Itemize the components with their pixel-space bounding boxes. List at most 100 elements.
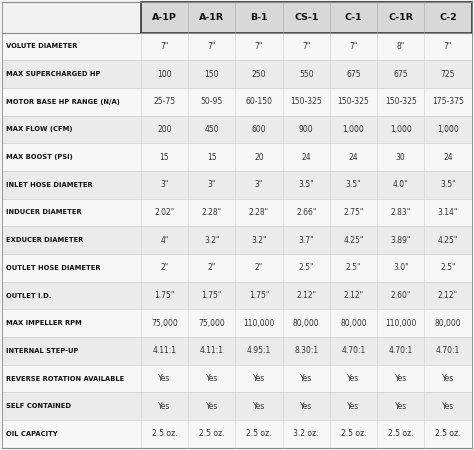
Text: 4.11:1: 4.11:1 [200, 346, 224, 356]
Text: 2.28": 2.28" [201, 208, 222, 217]
Bar [377, 143, 424, 171]
Bar [377, 116, 424, 143]
Text: 7": 7" [444, 42, 452, 51]
Bar [2, 198, 141, 226]
Bar [2, 420, 141, 448]
Bar [377, 2, 424, 32]
Text: 8": 8" [397, 42, 405, 51]
Bar [283, 364, 330, 392]
Text: 2.5": 2.5" [299, 263, 314, 272]
Bar [424, 2, 472, 32]
Bar [424, 420, 472, 448]
Bar [330, 254, 377, 282]
Bar [283, 116, 330, 143]
Text: Yes: Yes [206, 402, 218, 411]
Bar [2, 282, 141, 309]
Text: OUTLET HOSE DIAMETER: OUTLET HOSE DIAMETER [6, 265, 100, 271]
Text: OUTLET I.D.: OUTLET I.D. [6, 292, 52, 298]
Bar [283, 226, 330, 254]
Text: 4.70:1: 4.70:1 [341, 346, 365, 356]
Bar [188, 88, 235, 116]
Text: VOLUTE DIAMETER: VOLUTE DIAMETER [6, 43, 78, 50]
Bar [141, 254, 188, 282]
Bar [283, 171, 330, 198]
Bar [377, 198, 424, 226]
Text: 2.60": 2.60" [391, 291, 411, 300]
Text: 3": 3" [255, 180, 263, 189]
Text: A-1P: A-1P [152, 13, 177, 22]
Bar [377, 60, 424, 88]
Text: 24: 24 [349, 153, 358, 162]
Bar [235, 198, 283, 226]
Text: 2.02": 2.02" [155, 208, 174, 217]
Text: 2": 2" [255, 263, 263, 272]
Bar [424, 309, 472, 337]
Text: Yes: Yes [347, 374, 360, 383]
Bar [330, 60, 377, 88]
Text: B-1: B-1 [250, 13, 268, 22]
Text: 15: 15 [207, 153, 217, 162]
Text: 2.83": 2.83" [391, 208, 411, 217]
Bar [2, 171, 141, 198]
Text: 1.75": 1.75" [249, 291, 269, 300]
Text: 50-95: 50-95 [201, 97, 223, 106]
Text: C-1: C-1 [345, 13, 362, 22]
Text: MAX FLOW (CFM): MAX FLOW (CFM) [6, 126, 73, 132]
Text: REVERSE ROTATION AVAILABLE: REVERSE ROTATION AVAILABLE [6, 376, 124, 382]
Bar [2, 392, 141, 420]
Text: 2.5 oz.: 2.5 oz. [152, 429, 177, 438]
Text: 2.5 oz.: 2.5 oz. [246, 429, 272, 438]
Bar [188, 392, 235, 420]
Bar [283, 337, 330, 365]
Text: MOTOR BASE HP RANGE (N/A): MOTOR BASE HP RANGE (N/A) [6, 99, 120, 105]
Bar [141, 60, 188, 88]
Bar [141, 116, 188, 143]
Bar [235, 420, 283, 448]
Bar [235, 88, 283, 116]
Text: 4.70:1: 4.70:1 [389, 346, 413, 356]
Text: 4.95:1: 4.95:1 [247, 346, 271, 356]
Bar [188, 309, 235, 337]
Text: 24: 24 [301, 153, 311, 162]
Text: 550: 550 [299, 70, 313, 79]
Bar [2, 116, 141, 143]
Text: 2.5 oz.: 2.5 oz. [341, 429, 366, 438]
Bar [188, 364, 235, 392]
Bar [424, 143, 472, 171]
Bar [330, 198, 377, 226]
Text: 7": 7" [160, 42, 169, 51]
Text: Yes: Yes [395, 374, 407, 383]
Bar [188, 60, 235, 88]
Text: MAX IMPELLER RPM: MAX IMPELLER RPM [6, 320, 82, 326]
Bar [188, 2, 235, 32]
Bar [283, 392, 330, 420]
Bar [188, 420, 235, 448]
Bar [424, 282, 472, 309]
Bar [141, 392, 188, 420]
Bar [235, 226, 283, 254]
Text: 1,000: 1,000 [390, 125, 411, 134]
Bar [330, 143, 377, 171]
Text: 3.5": 3.5" [299, 180, 314, 189]
Bar [330, 337, 377, 365]
Text: 7": 7" [255, 42, 263, 51]
Text: 3.2 oz.: 3.2 oz. [293, 429, 319, 438]
Text: 3": 3" [208, 180, 216, 189]
Text: Yes: Yes [300, 402, 312, 411]
Text: 150-325: 150-325 [291, 97, 322, 106]
Bar [141, 364, 188, 392]
Text: 675: 675 [393, 70, 408, 79]
Text: A-1R: A-1R [199, 13, 224, 22]
Text: 100: 100 [157, 70, 172, 79]
Text: 450: 450 [204, 125, 219, 134]
Text: 2.5": 2.5" [346, 263, 361, 272]
Text: OIL CAPACITY: OIL CAPACITY [6, 431, 58, 437]
Bar [330, 309, 377, 337]
Bar [141, 309, 188, 337]
Bar [2, 2, 141, 32]
Text: 75,000: 75,000 [151, 319, 178, 328]
Bar [235, 392, 283, 420]
Text: C-1R: C-1R [388, 13, 413, 22]
Text: 2.28": 2.28" [249, 208, 269, 217]
Text: 1,000: 1,000 [437, 125, 459, 134]
